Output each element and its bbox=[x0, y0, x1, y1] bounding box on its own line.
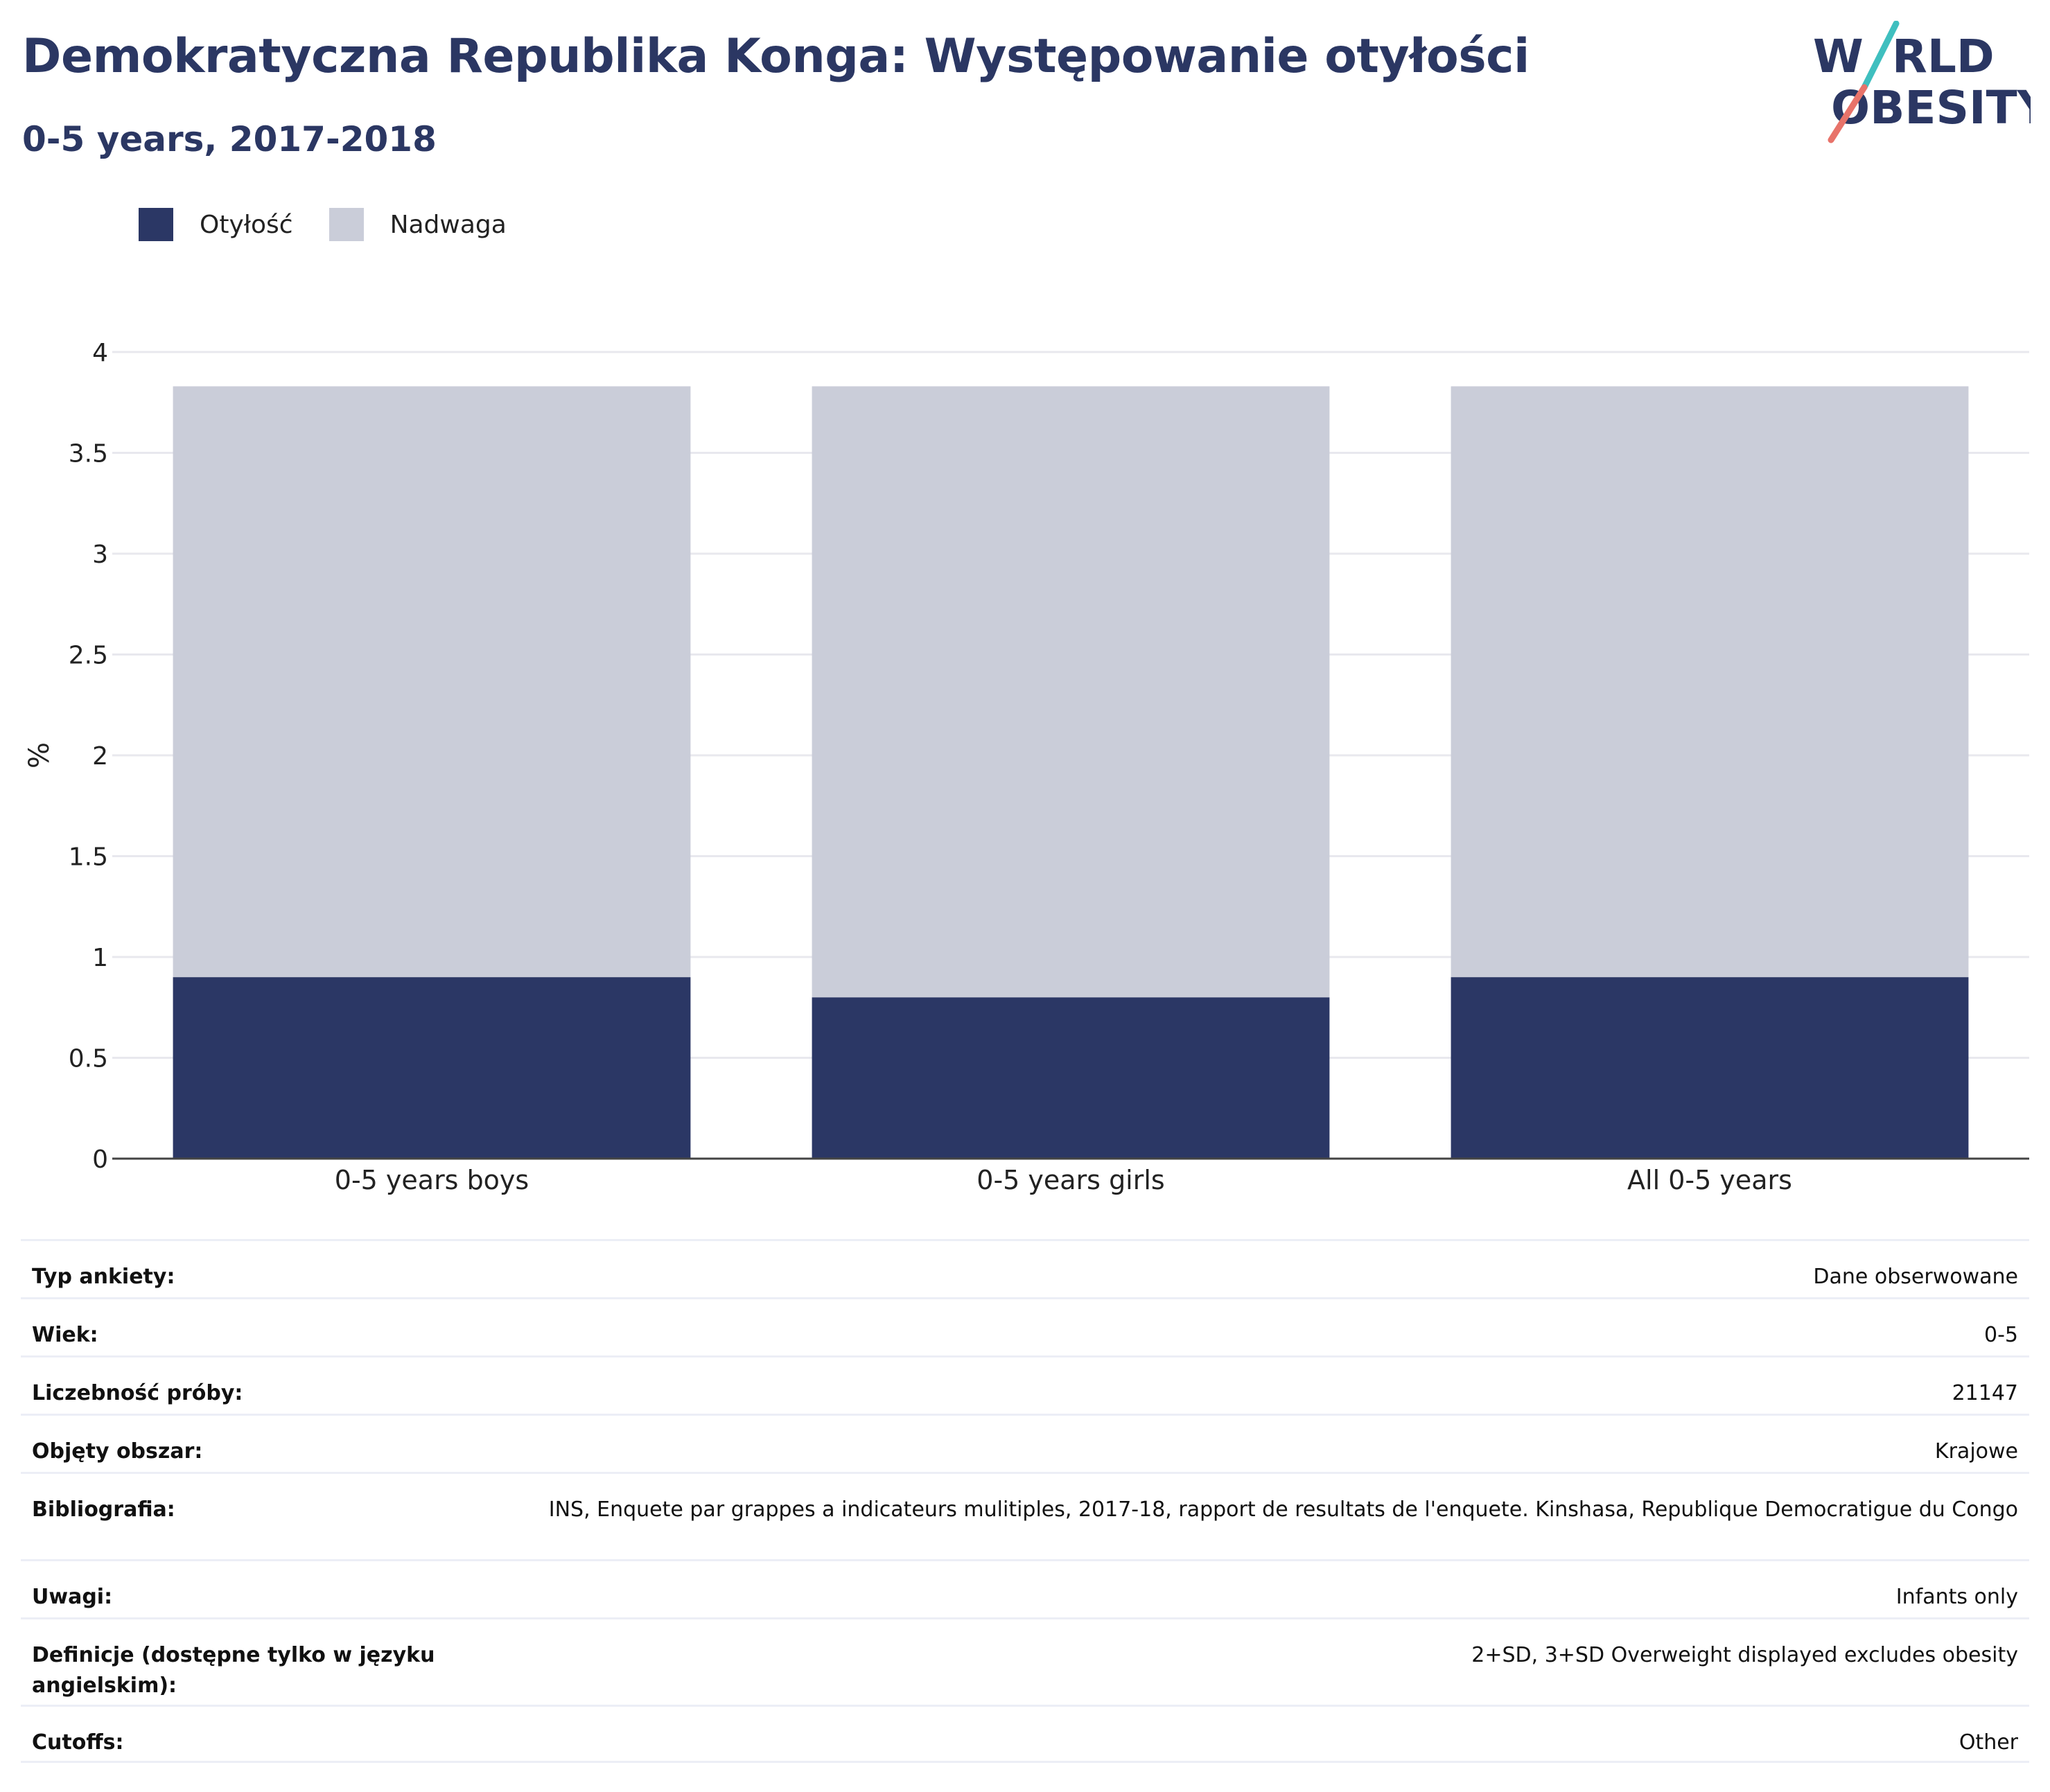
y-axis-label: % bbox=[24, 742, 55, 768]
info-value: 2+SD, 3+SD Overweight displayed excludes… bbox=[1471, 1643, 2018, 1667]
info-value: Dane obserwowane bbox=[1813, 1265, 2018, 1289]
bars bbox=[173, 386, 1969, 1159]
chart-subtitle: 0-5 years, 2017-2018 bbox=[22, 119, 437, 159]
info-value: Infants only bbox=[1895, 1585, 2018, 1609]
bar-obesity bbox=[812, 997, 1330, 1159]
bar-overweight bbox=[173, 386, 691, 978]
legend-swatch-obesity bbox=[139, 208, 173, 241]
chart-title: Demokratyczna Republika Konga: Występowa… bbox=[22, 29, 1530, 84]
y-tick-label: 2.5 bbox=[69, 642, 108, 670]
info-value: 0-5 bbox=[1984, 1323, 2018, 1347]
y-tick-label: 4 bbox=[92, 339, 108, 367]
y-tick-label: 3 bbox=[92, 541, 108, 569]
y-tick-label: 1.5 bbox=[69, 843, 108, 872]
info-label: Definicje (dostępne tylko w języku angie… bbox=[32, 1643, 435, 1698]
info-label: Typ ankiety: bbox=[32, 1265, 175, 1289]
info-label: Objęty obszar: bbox=[32, 1439, 203, 1464]
logo-slash-coral bbox=[1828, 84, 1868, 143]
info-label: Uwagi: bbox=[32, 1585, 113, 1609]
info-table: Typ ankiety: Dane obserwowane Wiek: 0-5 … bbox=[21, 1239, 2029, 1763]
info-row-bibliography: Bibliografia: INS, Enquete par grappes a… bbox=[21, 1472, 2029, 1559]
info-row-cutoffs: Cutoffs: Other bbox=[21, 1705, 2029, 1763]
info-label: Cutoffs: bbox=[32, 1730, 124, 1755]
info-value: 21147 bbox=[1952, 1381, 2018, 1405]
info-row-age: Wiek: 0-5 bbox=[21, 1297, 2029, 1355]
x-tick-label: 0-5 years girls bbox=[976, 1165, 1164, 1195]
info-value: INS, Enquete par grappes a indicateurs m… bbox=[548, 1497, 2018, 1522]
info-row-notes: Uwagi: Infants only bbox=[21, 1559, 2029, 1617]
y-tick-label: 3.5 bbox=[69, 440, 108, 468]
info-label: Liczebność próby: bbox=[32, 1381, 243, 1405]
bar-obesity bbox=[173, 977, 691, 1159]
info-row-definitions: Definicje (dostępne tylko w języku angie… bbox=[21, 1617, 2029, 1705]
bar-obesity bbox=[1451, 977, 1969, 1159]
info-row-sample-size: Liczebność próby: 21147 bbox=[21, 1355, 2029, 1414]
info-value: Other bbox=[1959, 1730, 2018, 1755]
legend-swatch-overweight bbox=[328, 208, 364, 241]
bar-overweight bbox=[812, 386, 1330, 998]
info-row-survey-type: Typ ankiety: Dane obserwowane bbox=[21, 1239, 2029, 1297]
legend-item-overweight[interactable]: Nadwaga bbox=[328, 208, 507, 241]
info-label: Wiek: bbox=[32, 1323, 98, 1347]
logo-text-w: W bbox=[1813, 30, 1864, 83]
legend-label-obesity: Otyłość bbox=[200, 210, 293, 239]
chart-legend: Otyłość Nadwaga bbox=[139, 207, 543, 243]
y-tick-label: 0 bbox=[92, 1145, 108, 1174]
y-tick-label: 0.5 bbox=[69, 1045, 108, 1073]
y-tick-label: 2 bbox=[92, 742, 108, 771]
x-tick-label: All 0-5 years bbox=[1627, 1165, 1792, 1195]
info-value: Krajowe bbox=[1934, 1439, 2018, 1464]
x-tick-label: 0-5 years boys bbox=[335, 1165, 529, 1195]
logo-slash-teal bbox=[1861, 21, 1900, 91]
legend-label-overweight: Nadwaga bbox=[389, 210, 507, 239]
legend-item-obesity[interactable]: Otyłość bbox=[139, 208, 293, 241]
axes: 0 0.5 1 1.5 2 2.5 3 3.5 4% 0-5 years boys 0-5 year… bbox=[24, 339, 2029, 1195]
stacked-bar-chart: 0 0.5 1 1.5 2 2.5 3 3.5 4% 0-5 years boys 0-5 year… bbox=[24, 339, 2029, 1195]
bar-overweight bbox=[1451, 386, 1969, 978]
y-tick-label: 1 bbox=[92, 944, 108, 972]
info-label: Bibliografia: bbox=[32, 1497, 175, 1522]
info-row-area-covered: Objęty obszar: Krajowe bbox=[21, 1414, 2029, 1472]
logo-text-rld: RLD bbox=[1892, 30, 1995, 83]
world-obesity-logo: W RLD OBESITY bbox=[1813, 21, 2031, 143]
